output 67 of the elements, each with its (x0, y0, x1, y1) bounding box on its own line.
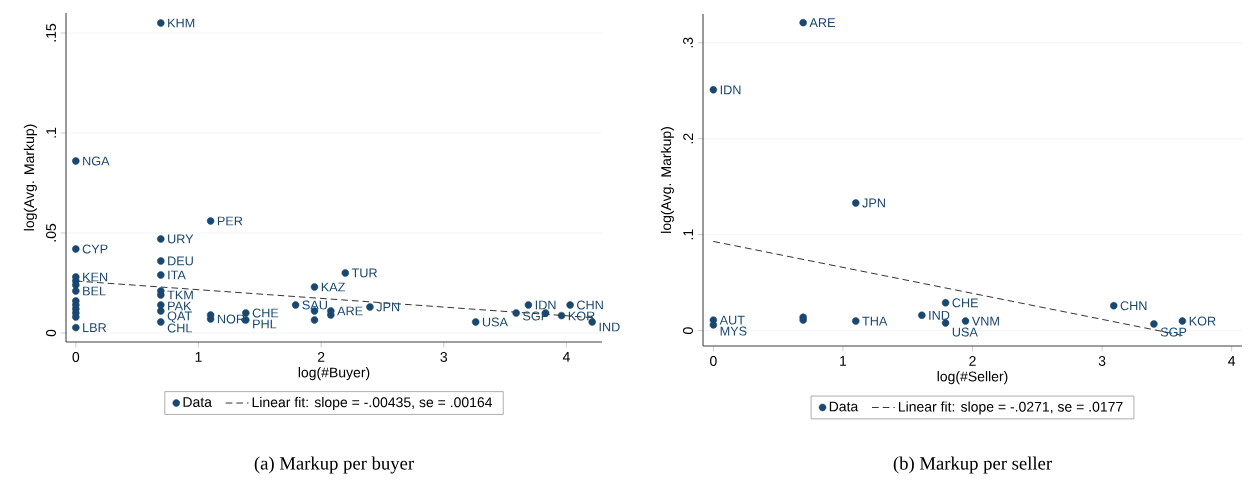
annotation: CHN (577, 300, 603, 310)
x-tick-label: 2 (969, 356, 976, 366)
y-tick-label: .2 (683, 133, 693, 144)
x-tick-label: 1 (195, 352, 202, 362)
annotation: SGP (1160, 327, 1187, 337)
annotation: CYP (82, 244, 108, 254)
y-tick-label: .15 (46, 23, 56, 42)
annotation: BEL (83, 286, 106, 296)
annotation: JPN (376, 302, 400, 312)
annotation: ARE (809, 18, 835, 27)
y-tick-label: .3 (683, 37, 693, 48)
annotation: USA (482, 317, 508, 327)
annotation: TKM (167, 290, 193, 300)
annotation: TUR (351, 268, 378, 278)
annotation: LBR (83, 323, 107, 332)
annotation: AUT (719, 315, 745, 325)
y-tick-label: .1 (46, 127, 56, 138)
annotation: NGA (83, 156, 110, 166)
annotation: CHL (167, 323, 193, 333)
annotation: IDN (535, 300, 556, 310)
annotation: IDN (720, 85, 741, 95)
legend-label: Data (183, 397, 212, 407)
annotation: QAT (167, 311, 192, 323)
annotation: USA (952, 327, 978, 337)
annotation: VNM (971, 316, 999, 326)
x-tick-label: 0 (72, 352, 80, 362)
y-tick-label: .05 (46, 223, 56, 242)
annotation: CHN (1120, 301, 1147, 311)
annotation: THA (862, 316, 888, 326)
annotation: URY (168, 234, 194, 244)
annotation: PHL (253, 319, 277, 329)
legend-label: Linear fit: slope = -.00435, se = .00164 (252, 396, 493, 410)
x-axis-title: log(#Seller) (937, 371, 1008, 385)
annotation: KOR (1189, 316, 1216, 326)
y-tick-label: .1 (683, 229, 693, 240)
x-tick-label: 4 (562, 352, 570, 362)
annotation: MYS (720, 326, 747, 336)
legend-label: Linear fit: slope = -.0271, se = .0177 (898, 401, 1123, 415)
text: (a) Markup per buyer (254, 456, 414, 474)
x-tick-label: 2 (317, 352, 325, 362)
x-axis-title: log(#Buyer) (298, 367, 370, 381)
annotation: KEN (83, 272, 108, 282)
annotation: PAK (168, 301, 192, 311)
annotation: CHE (952, 298, 979, 308)
x-tick-label: 3 (440, 352, 448, 362)
annotation: KHM (168, 18, 195, 28)
annotation: ARE (337, 306, 363, 316)
annotation: DEU (168, 256, 193, 266)
annotation: IND (929, 310, 950, 320)
annotation: SAU (302, 300, 327, 310)
y-tick-label: 0 (46, 329, 56, 337)
annotation: PER (217, 216, 243, 226)
y-axis-title: log(Avg. Markup) (660, 127, 674, 233)
annotation: KAZ (321, 282, 346, 292)
y-tick-label: 0 (683, 327, 693, 334)
x-tick-label: 1 (840, 356, 847, 366)
text: (b) Markup per seller (893, 456, 1052, 474)
annotation: IND (599, 322, 620, 332)
y-axis-title: log(Avg. Markup) (23, 124, 37, 231)
annotation: KOR (568, 311, 595, 321)
annotation: ITA (168, 270, 186, 280)
x-tick-label: 3 (1098, 356, 1106, 366)
annotation: CHE (252, 308, 279, 318)
annotation: JPN (862, 198, 885, 208)
x-tick-label: 0 (710, 356, 717, 366)
legend-label: Data (829, 401, 859, 412)
x-tick-label: 4 (1228, 356, 1236, 366)
